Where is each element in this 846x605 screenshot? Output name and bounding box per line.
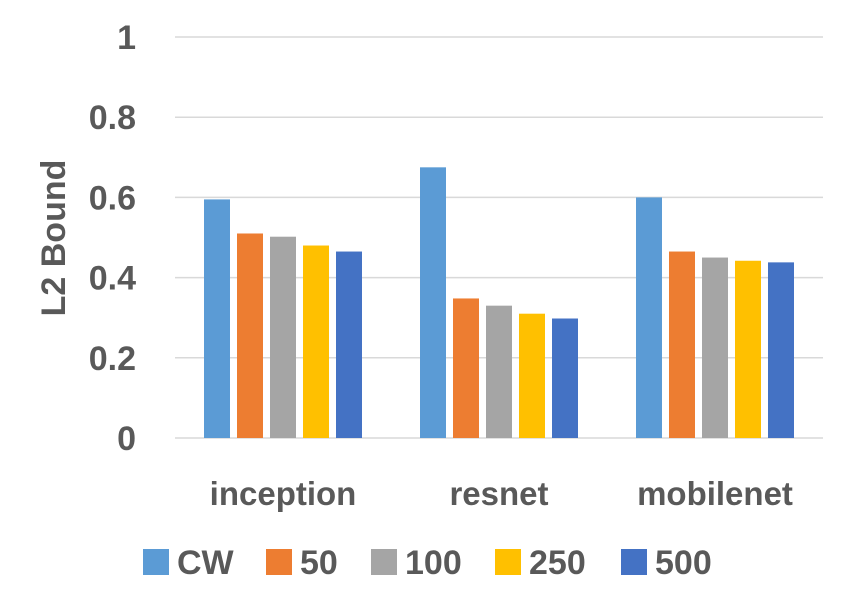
bars <box>204 167 794 438</box>
legend-label: 100 <box>405 544 462 582</box>
legend-label: 50 <box>300 544 338 582</box>
legend-label: CW <box>177 544 235 582</box>
y-tick-label: 0.6 <box>89 179 136 217</box>
legend-label: 250 <box>529 544 586 582</box>
y-tick-label: 0.8 <box>89 99 136 137</box>
y-axis-ticks: 0 0.2 0.4 0.6 0.8 1 <box>89 19 136 458</box>
bar-inception-100 <box>270 236 296 438</box>
legend-item-50: 50 <box>266 544 338 582</box>
bar-inception-CW <box>204 199 230 438</box>
bar-resnet-CW <box>420 167 446 438</box>
legend-item-100: 100 <box>371 544 462 582</box>
legend-label: 500 <box>655 544 712 582</box>
bar-resnet-100 <box>486 305 512 438</box>
x-category-label: inception <box>210 475 357 512</box>
bar-inception-250 <box>303 245 329 438</box>
legend-swatch <box>143 549 169 575</box>
legend-swatch <box>621 549 647 575</box>
y-tick-label: 0.4 <box>89 260 136 298</box>
bar-resnet-250 <box>519 313 545 438</box>
legend-swatch <box>495 549 521 575</box>
x-category-label: mobilenet <box>637 475 793 512</box>
legend-item-250: 250 <box>495 544 586 582</box>
bar-mobilenet-500 <box>768 262 794 438</box>
bar-inception-500 <box>336 251 362 438</box>
x-category-label: resnet <box>449 475 548 512</box>
bar-resnet-500 <box>552 318 578 438</box>
y-tick-label: 1 <box>117 19 136 57</box>
legend-item-CW: CW <box>143 544 235 582</box>
bar-mobilenet-50 <box>669 251 695 438</box>
bar-resnet-50 <box>453 298 479 438</box>
legend: CW 50 100 250 500 <box>143 544 712 582</box>
y-tick-label: 0.2 <box>89 340 136 378</box>
legend-swatch <box>266 549 292 575</box>
y-axis-title: L2 Bound <box>35 160 73 317</box>
legend-item-500: 500 <box>621 544 712 582</box>
bar-mobilenet-250 <box>735 260 761 438</box>
bar-mobilenet-CW <box>636 197 662 438</box>
x-axis-categories: inception resnet mobilenet <box>210 475 793 512</box>
y-tick-label: 0 <box>117 420 136 458</box>
bar-mobilenet-100 <box>702 257 728 438</box>
legend-swatch <box>371 549 397 575</box>
bar-inception-50 <box>237 233 263 438</box>
